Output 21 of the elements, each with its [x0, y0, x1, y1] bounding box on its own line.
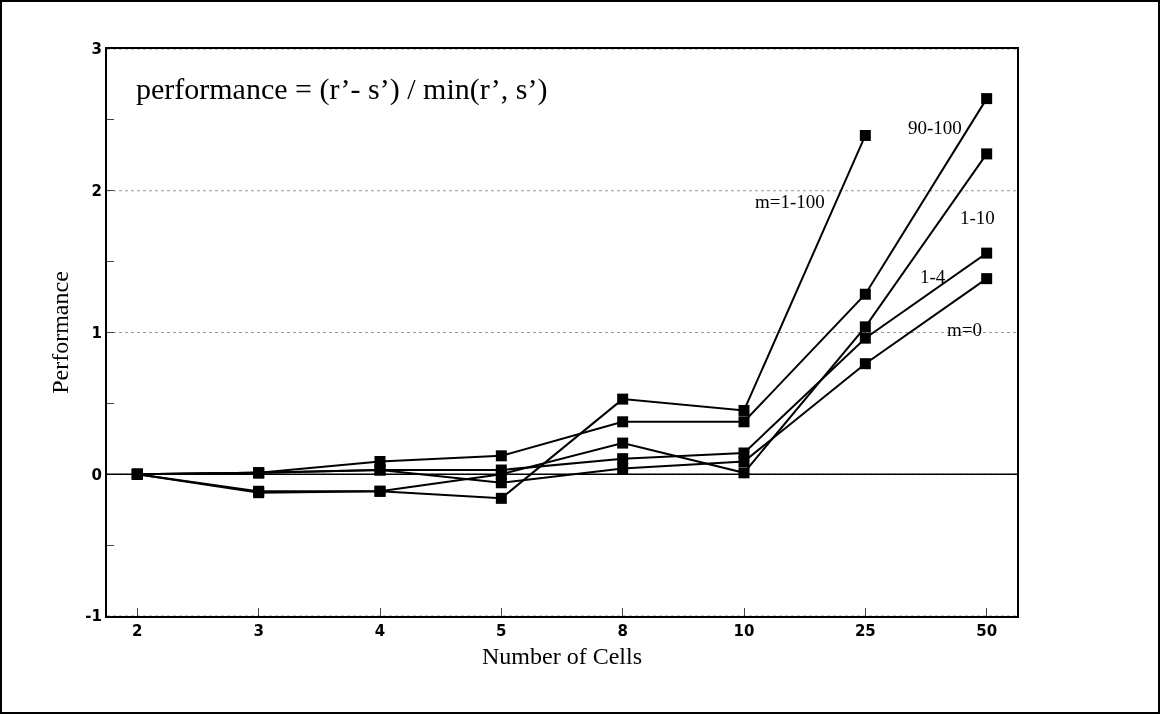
x-axis-title: Number of Cells [482, 642, 642, 669]
annotation: performance = (r’- s’) / min(r’, s’) [136, 72, 548, 106]
x-tick-label: 50 [976, 622, 998, 640]
x-tick-label: 8 [617, 622, 628, 640]
y-tick-label: 3 [91, 40, 102, 59]
y-tick-label: 2 [91, 182, 102, 200]
x-tick-label: 5 [496, 622, 507, 640]
series-label: 90-100 [908, 117, 962, 138]
y-axis-title: Performance [46, 271, 73, 394]
x-tick-label: 25 [854, 622, 876, 640]
series-label: 1-10 [960, 207, 995, 228]
x-tick-label: 10 [733, 622, 755, 640]
series-label: m=1-100 [755, 191, 825, 212]
y-tick-label: 1 [91, 323, 102, 342]
y-tick-label: 0 [91, 465, 102, 484]
x-tick-label: 3 [253, 622, 264, 640]
series-label: m=0 [947, 319, 982, 340]
x-tick-label: 2 [132, 622, 143, 640]
y-tick-label: -1 [85, 607, 102, 626]
x-tick-label: 4 [374, 622, 386, 640]
series-label: 1-4 [920, 266, 946, 287]
